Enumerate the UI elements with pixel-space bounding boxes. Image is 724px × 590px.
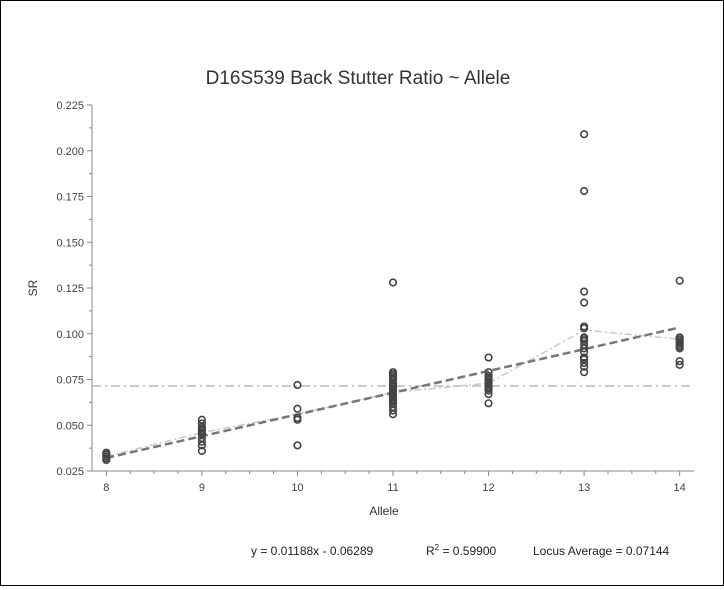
y-axis: 0.025 0.050 0.075 0.100 0.125 0.150 0.175 0.200…: [56, 100, 93, 478]
x-tick-label: 10: [291, 482, 303, 494]
x-tick-label: 8: [103, 482, 109, 494]
data-point: [580, 368, 589, 377]
r-squared: R2 = 0.59900: [426, 543, 497, 558]
data-point: [293, 404, 302, 413]
x-tick-label: 11: [387, 482, 398, 494]
data-point: [580, 130, 589, 139]
y-tick-label: 0.175: [56, 192, 84, 204]
data-point: [197, 415, 206, 424]
data-point: [580, 333, 589, 342]
data-point: [580, 353, 589, 362]
data-point: [675, 333, 684, 342]
y-tick-label: 0.100: [56, 329, 84, 341]
data-points: [102, 130, 684, 465]
data-point: [484, 371, 493, 380]
x-tick-label: 13: [578, 482, 590, 494]
data-point: [102, 448, 111, 457]
y-tick-label: 0.050: [56, 420, 84, 432]
data-point: [484, 368, 493, 377]
y-tick-label: 0.025: [56, 466, 84, 478]
y-tick-label: 0.125: [56, 283, 84, 295]
data-point: [580, 298, 589, 307]
data-point: [580, 358, 589, 368]
data-point: [484, 399, 493, 408]
data-point: [484, 353, 493, 362]
chart-footer: y = 0.01188x - 0.06289 R2 = 0.59900 Locu…: [251, 543, 670, 558]
data-point: [675, 360, 684, 369]
locus-average-label: Locus Average = 0.07144: [533, 544, 670, 558]
y-tick-label: 0.075: [56, 375, 84, 387]
y-tick-label: 0.150: [56, 237, 84, 249]
x-tick-label: 12: [482, 482, 494, 494]
data-point: [675, 276, 684, 285]
x-tick-label: 9: [199, 482, 205, 494]
x-tick-label: 14: [674, 482, 686, 494]
y-tick-label: 0.225: [56, 100, 84, 112]
r-squared-prefix: R: [426, 544, 435, 558]
data-point: [388, 278, 398, 287]
data-point: [197, 419, 206, 428]
data-point: [580, 287, 589, 296]
data-point: [388, 368, 398, 377]
y-tick-label: 0.200: [56, 146, 84, 158]
data-point: [293, 441, 302, 450]
chart-title: D16S539 Back Stutter Ratio ~ Allele: [206, 68, 511, 89]
data-point: [580, 186, 589, 196]
r-squared-value: = 0.59900: [439, 544, 496, 558]
y-axis-label: SR: [26, 279, 40, 296]
data-point: [580, 322, 589, 331]
r-squared-superscript: 2: [435, 543, 440, 552]
regression-equation: y = 0.01188x - 0.06289: [251, 544, 374, 558]
data-point: [675, 357, 684, 366]
data-point: [197, 446, 206, 455]
x-axis: 8 9 10 11 12 13 14: [92, 470, 694, 494]
data-point: [293, 380, 302, 390]
data-point: [293, 413, 302, 423]
x-axis-label: Allele: [369, 504, 399, 518]
